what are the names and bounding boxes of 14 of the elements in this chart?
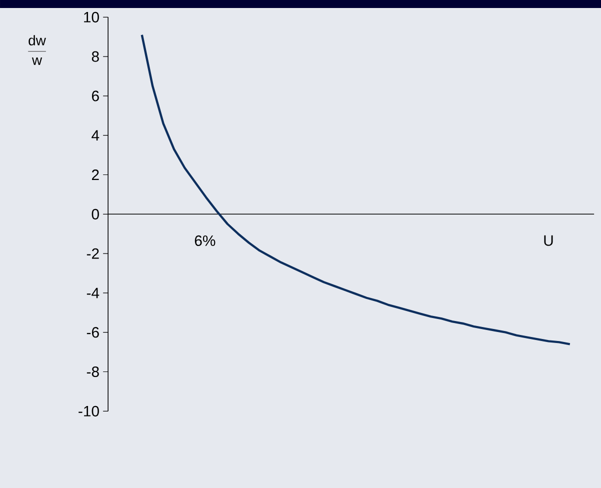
y-tick-label: 10 xyxy=(84,12,99,22)
y-tick-label: 4 xyxy=(92,130,100,140)
y-tick-label: 0 xyxy=(92,208,99,220)
y-tick-label: 8 xyxy=(92,51,99,62)
y-tick-label: -8 xyxy=(86,366,99,378)
y-tick-label: -4 xyxy=(86,288,100,298)
y-tick-label: -10 xyxy=(78,406,99,416)
annotation: 6% xyxy=(194,235,216,246)
y-tick-label: -6 xyxy=(86,327,99,338)
y-axis-title: $\frac{\mathrm{dw}}{\mathrm{w}}$ xyxy=(28,35,46,65)
y-tick-label: 2 xyxy=(92,170,99,180)
x-axis-title: U xyxy=(544,235,553,246)
y-tick-label: -2 xyxy=(86,248,99,259)
y-tick-label: 6 xyxy=(92,90,99,102)
